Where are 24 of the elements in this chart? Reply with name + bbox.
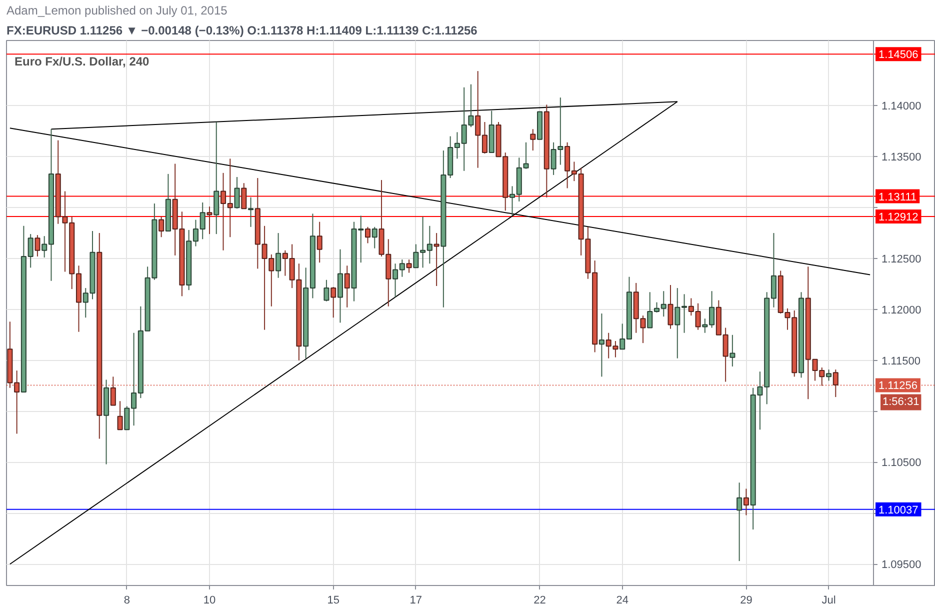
y-tick-label: 1.14000 bbox=[882, 100, 922, 113]
text: Euro Fx/U.S. Dollar, 240 bbox=[14, 54, 150, 68]
x-tick-label: 15 bbox=[327, 594, 340, 606]
ref-line-label: 1.11256 bbox=[878, 380, 918, 392]
annotation: 1:56:31 bbox=[882, 396, 920, 408]
y-tick-label: 1.11500 bbox=[882, 355, 920, 368]
ref-line-label: 1.14506 bbox=[878, 49, 918, 62]
y-tick-label: 1.09500 bbox=[882, 559, 922, 572]
y-tick-label: 1.12500 bbox=[882, 254, 922, 266]
x-tick-label: 22 bbox=[534, 594, 546, 606]
ref-line-label: 1.12912 bbox=[878, 212, 918, 224]
ref-line-label: 1.10037 bbox=[878, 504, 918, 516]
x-tick-label: 29 bbox=[740, 594, 752, 606]
x-tick-label: 17 bbox=[410, 594, 422, 606]
x-tick-label: 10 bbox=[203, 594, 216, 606]
x-tick-label: 24 bbox=[616, 594, 628, 606]
x-tick-label: Jul bbox=[822, 594, 836, 606]
ref-line-label: 1.13111 bbox=[878, 191, 917, 204]
y-tick-label: 1.10500 bbox=[882, 457, 922, 470]
y-tick-label: 1.12000 bbox=[882, 304, 922, 316]
y-tick-label: 1.13500 bbox=[882, 152, 922, 164]
text: FX:EURUSD 1.11256 ▼ −0.00148 (−0.13%) O:1.11378 H:1.11409 L:1.11139 C:1.11256 bbox=[6, 24, 478, 38]
text: Adam_Lemon published on July 01, 2015 bbox=[6, 4, 228, 18]
x-tick-label: 8 bbox=[124, 594, 130, 606]
